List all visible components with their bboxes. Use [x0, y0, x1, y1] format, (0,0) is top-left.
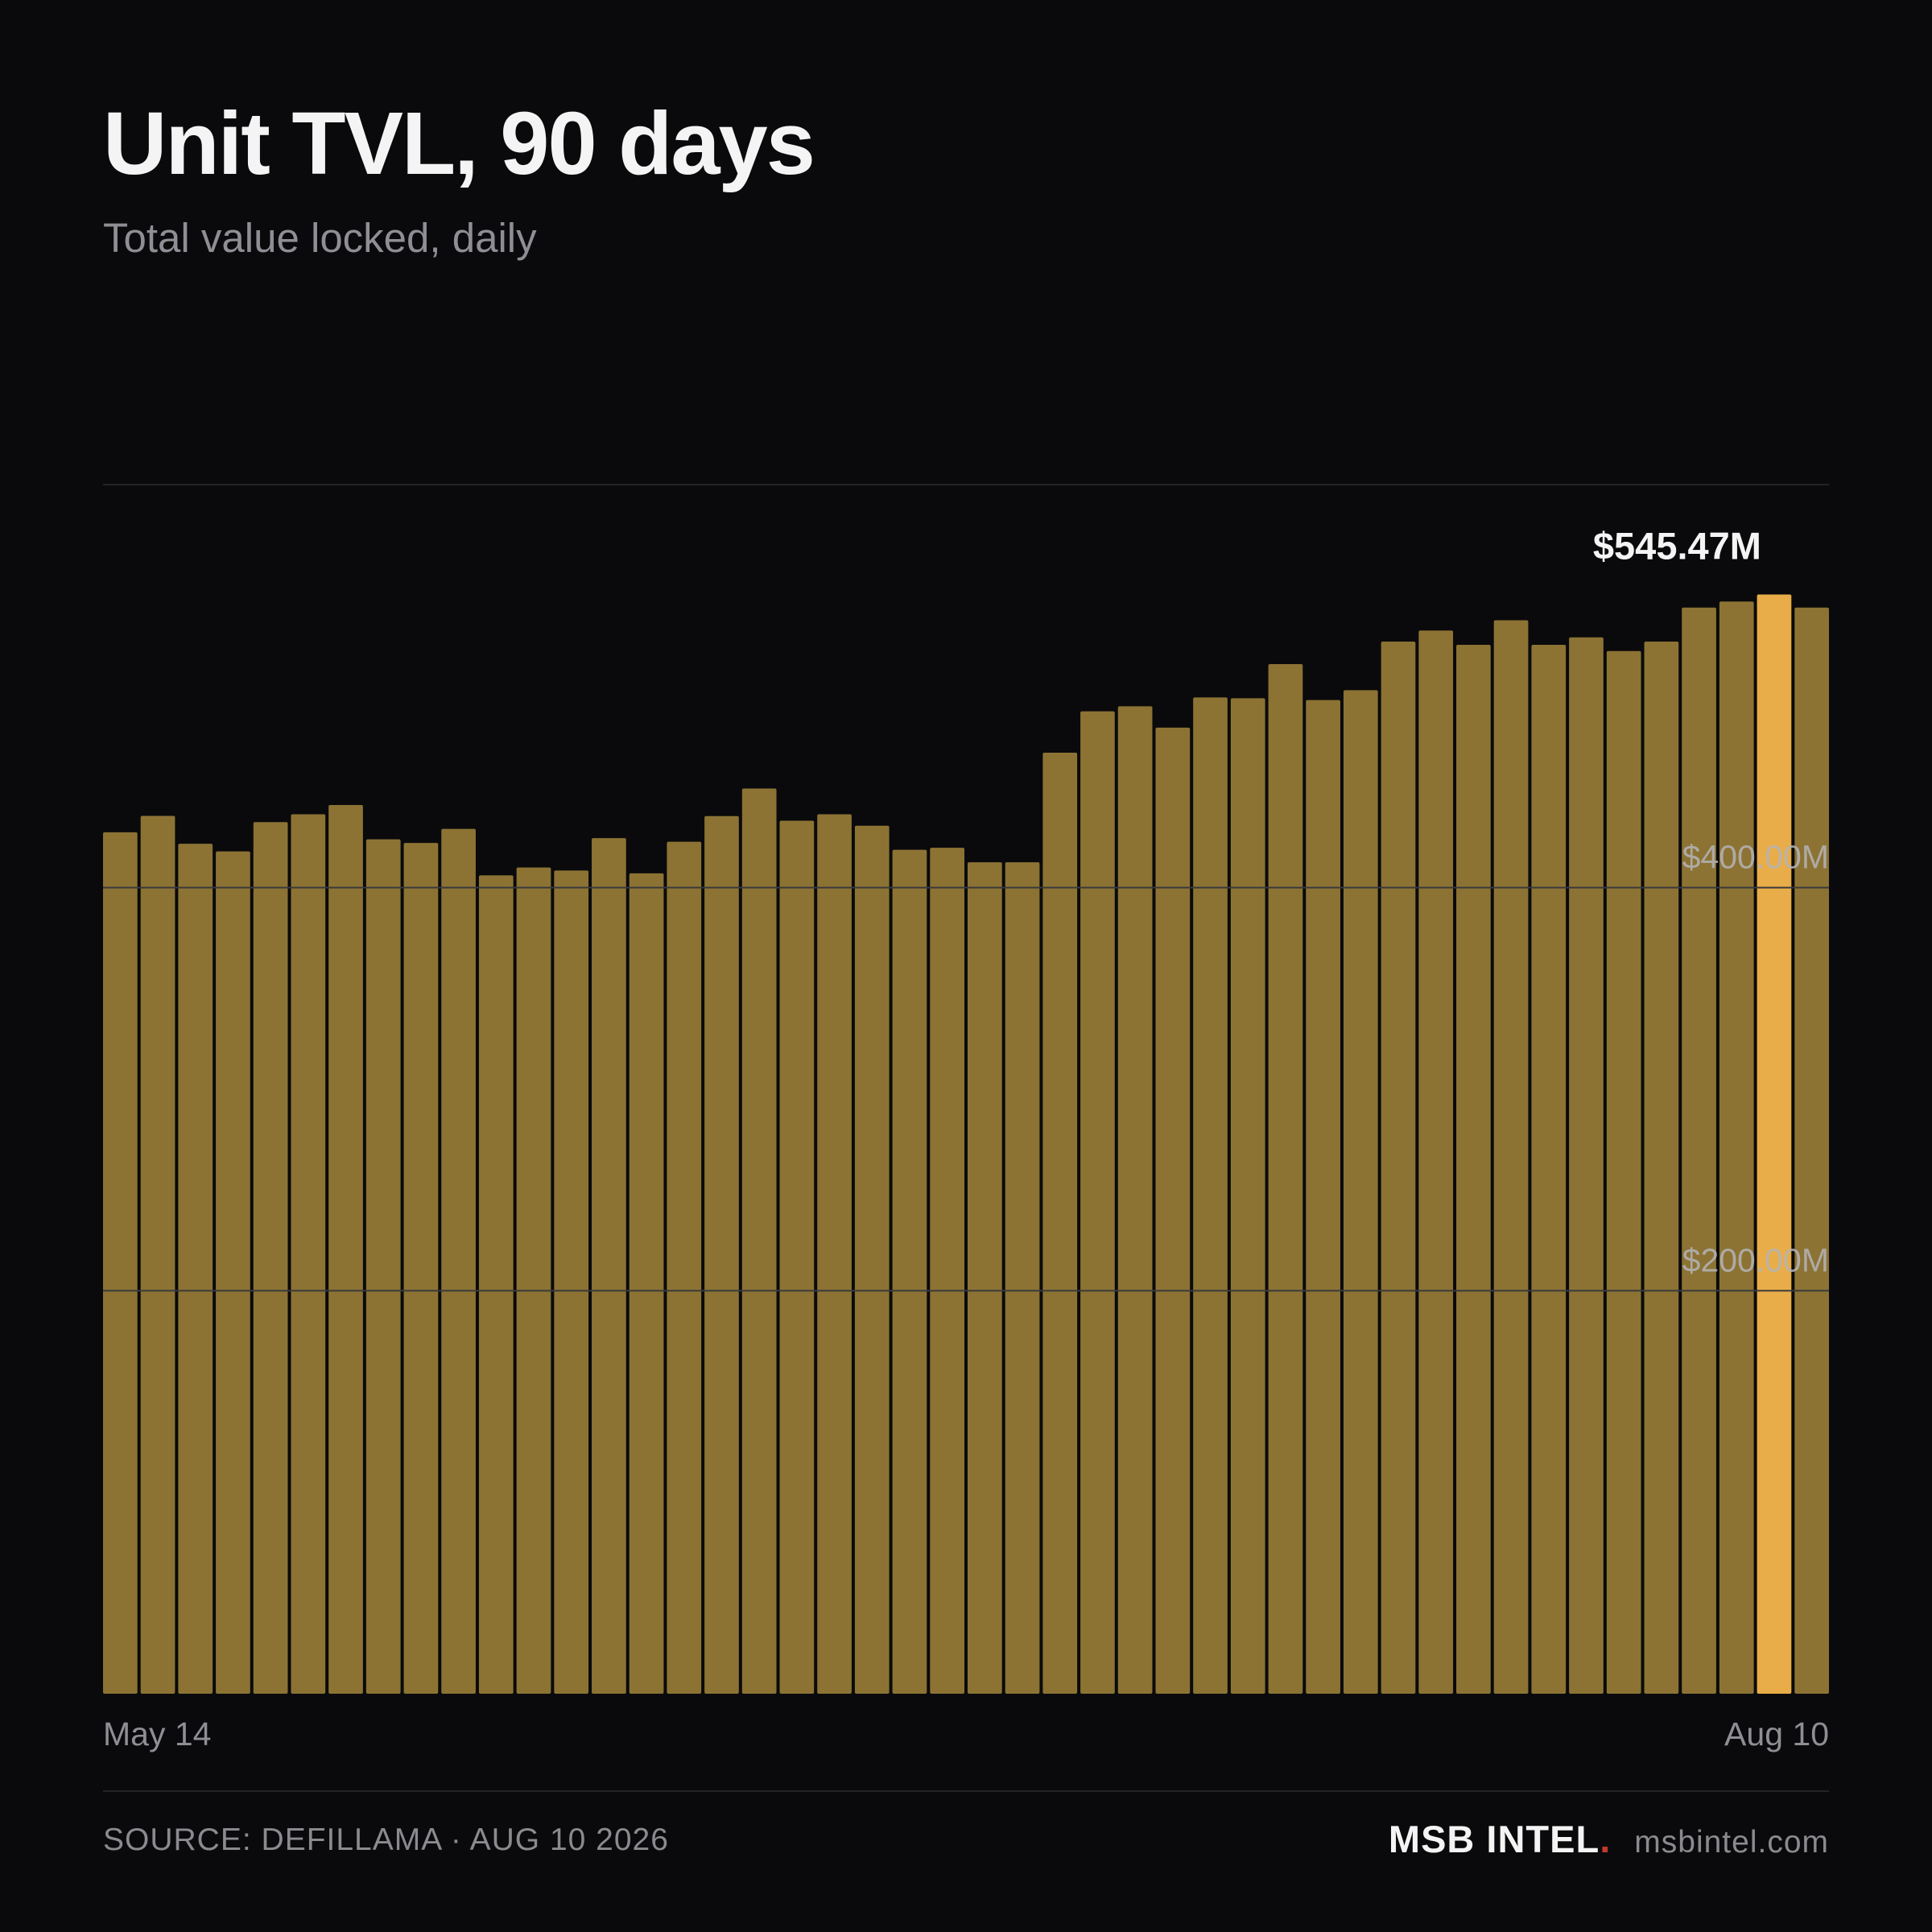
y-tick-label: $200.00M	[1682, 1241, 1829, 1278]
bar	[892, 849, 927, 1694]
bar	[291, 814, 326, 1694]
bar	[1456, 645, 1491, 1694]
bar	[516, 867, 551, 1694]
bar	[1719, 601, 1754, 1695]
bar	[1531, 645, 1567, 1694]
brand-block: MSB INTEL . msbintel.com	[1389, 1817, 1829, 1862]
bar	[1268, 664, 1303, 1694]
bar	[629, 873, 664, 1694]
bar	[1042, 752, 1078, 1695]
bar	[1493, 620, 1529, 1694]
bar	[1080, 711, 1115, 1695]
footer-divider	[103, 1790, 1829, 1792]
bar	[103, 832, 138, 1694]
bar	[1569, 637, 1604, 1694]
bar	[1381, 642, 1416, 1694]
bar	[140, 815, 175, 1694]
bar-highlight	[1757, 594, 1792, 1694]
bar	[741, 788, 777, 1694]
bar	[1682, 607, 1716, 1695]
bar	[667, 841, 702, 1694]
brand-accent-dot: .	[1600, 1818, 1611, 1860]
bar	[1155, 727, 1191, 1694]
bar	[1117, 706, 1153, 1694]
bar	[253, 822, 288, 1694]
brand-logo-text: MSB INTEL	[1388, 1818, 1600, 1860]
bar	[1005, 862, 1040, 1694]
bar	[1644, 642, 1679, 1694]
brand-url: msbintel.com	[1634, 1825, 1829, 1860]
bar	[1343, 690, 1378, 1694]
chart-title: Unit TVL, 90 days	[103, 94, 815, 193]
bar	[704, 815, 739, 1694]
bar	[328, 805, 363, 1694]
y-tick-label: $400.00M	[1682, 839, 1829, 876]
bar	[817, 814, 852, 1694]
bar	[216, 851, 250, 1694]
bar	[178, 844, 213, 1694]
bar	[1306, 700, 1340, 1694]
bar	[968, 862, 1002, 1694]
bars	[103, 594, 1829, 1695]
bar	[930, 848, 964, 1694]
gridlines	[103, 886, 1829, 1292]
x-start-label: May 14	[103, 1715, 211, 1752]
x-end-label: Aug 10	[1724, 1715, 1829, 1752]
bar	[1193, 697, 1228, 1694]
bar	[1418, 630, 1454, 1694]
bar	[441, 828, 476, 1694]
bar	[779, 820, 815, 1694]
chart-subtitle: Total value locked, daily	[103, 215, 537, 261]
bar	[365, 839, 401, 1694]
bar	[478, 875, 514, 1694]
bar	[592, 838, 626, 1694]
bar	[403, 843, 439, 1694]
source-credit: SOURCE: DEFILLAMA · AUG 10 2026	[103, 1823, 669, 1857]
bar	[1794, 607, 1829, 1695]
highlight-value-label: $545.47M	[1593, 525, 1761, 568]
bar	[554, 870, 589, 1694]
chart-labels: $200.00M $400.00M $545.47M May 14 Aug 10	[103, 525, 1829, 1752]
bar	[1230, 698, 1265, 1694]
bar	[854, 825, 890, 1694]
bar	[1606, 650, 1641, 1694]
